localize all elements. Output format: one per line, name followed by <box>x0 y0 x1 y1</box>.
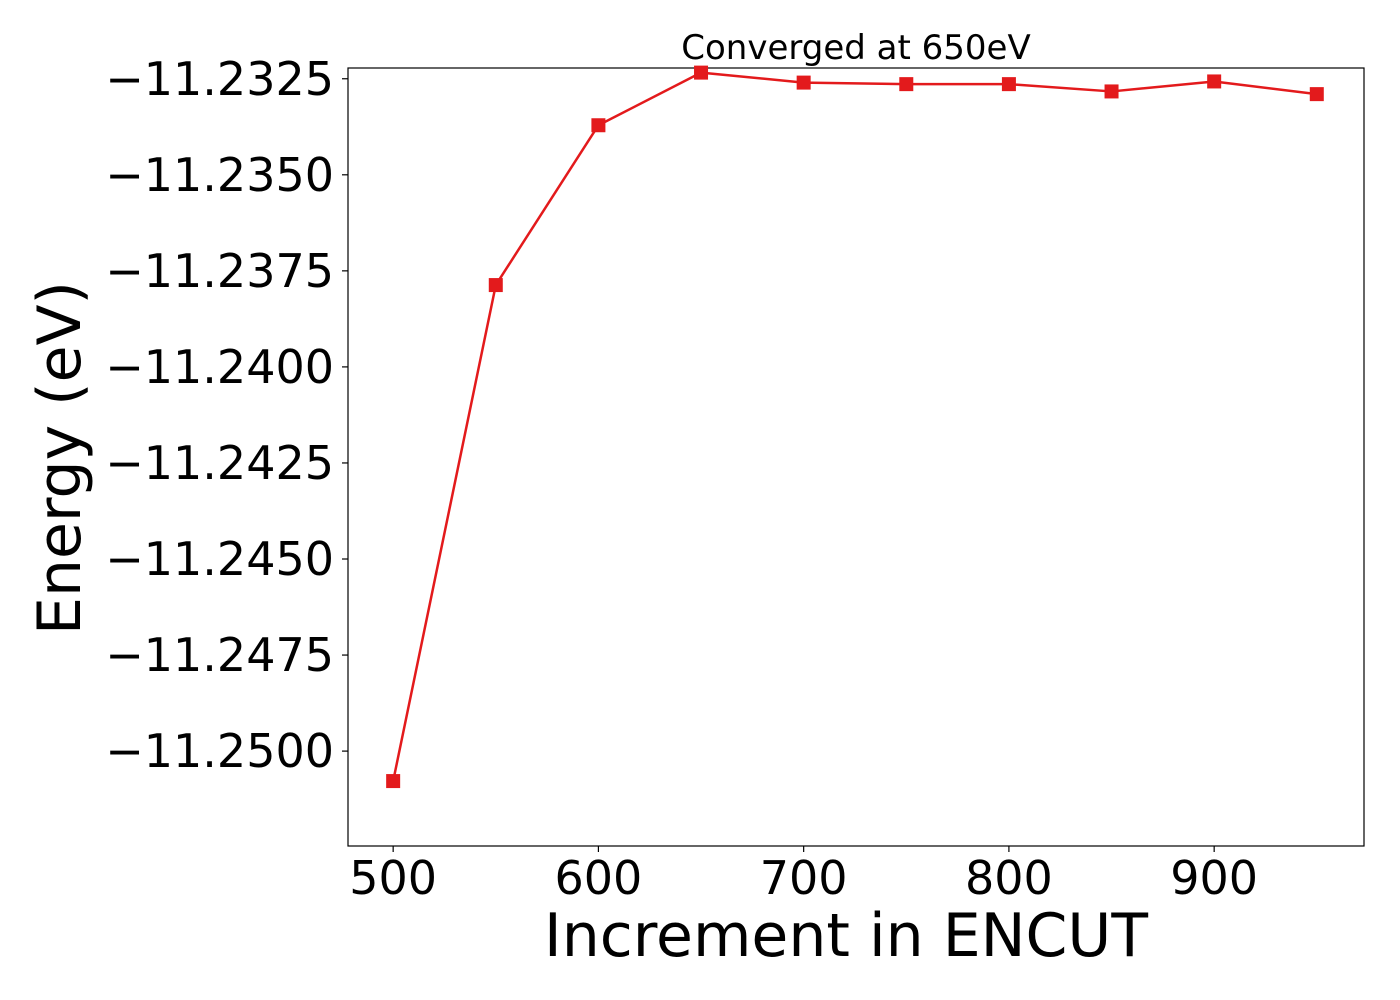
x-axis-ticks: 500 600 700 800 900 <box>349 846 1258 905</box>
y-tick-label: −11.2325 <box>105 52 334 106</box>
data-point <box>1309 87 1324 102</box>
data-point <box>488 278 503 293</box>
x-tick-label: 900 <box>1170 851 1258 905</box>
x-tick-label: 800 <box>965 851 1053 905</box>
data-point <box>1104 84 1119 99</box>
x-tick-label: 700 <box>760 851 848 905</box>
y-tick-label: −11.2475 <box>105 628 334 682</box>
chart-title: Converged at 650eV <box>681 28 1030 68</box>
data-point <box>386 774 401 789</box>
series-line <box>391 71 1317 782</box>
data-point <box>694 65 709 80</box>
y-tick-label: −11.2400 <box>105 340 334 394</box>
y-axis-label: Energy (eV) <box>25 281 95 635</box>
series-layer <box>386 65 1324 789</box>
data-point <box>899 77 914 92</box>
y-axis-ticks: −11.2500 −11.2475 −11.2450 −11.2425 −11.2400… <box>105 52 348 778</box>
data-point <box>591 118 606 133</box>
y-tick-label: −11.2500 <box>105 724 334 778</box>
y-tick-label: −11.2450 <box>105 532 334 586</box>
plot-frame <box>347 67 1365 847</box>
x-tick-label: 600 <box>555 851 643 905</box>
x-tick-label: 500 <box>349 851 437 905</box>
data-point <box>1207 74 1222 89</box>
data-point <box>1001 77 1016 92</box>
x-axis-label: Increment in ENCUT <box>544 901 1148 971</box>
y-tick-label: −11.2375 <box>105 244 334 298</box>
y-tick-label: −11.2425 <box>105 436 334 490</box>
data-point <box>796 75 811 90</box>
y-tick-label: −11.2350 <box>105 148 334 202</box>
